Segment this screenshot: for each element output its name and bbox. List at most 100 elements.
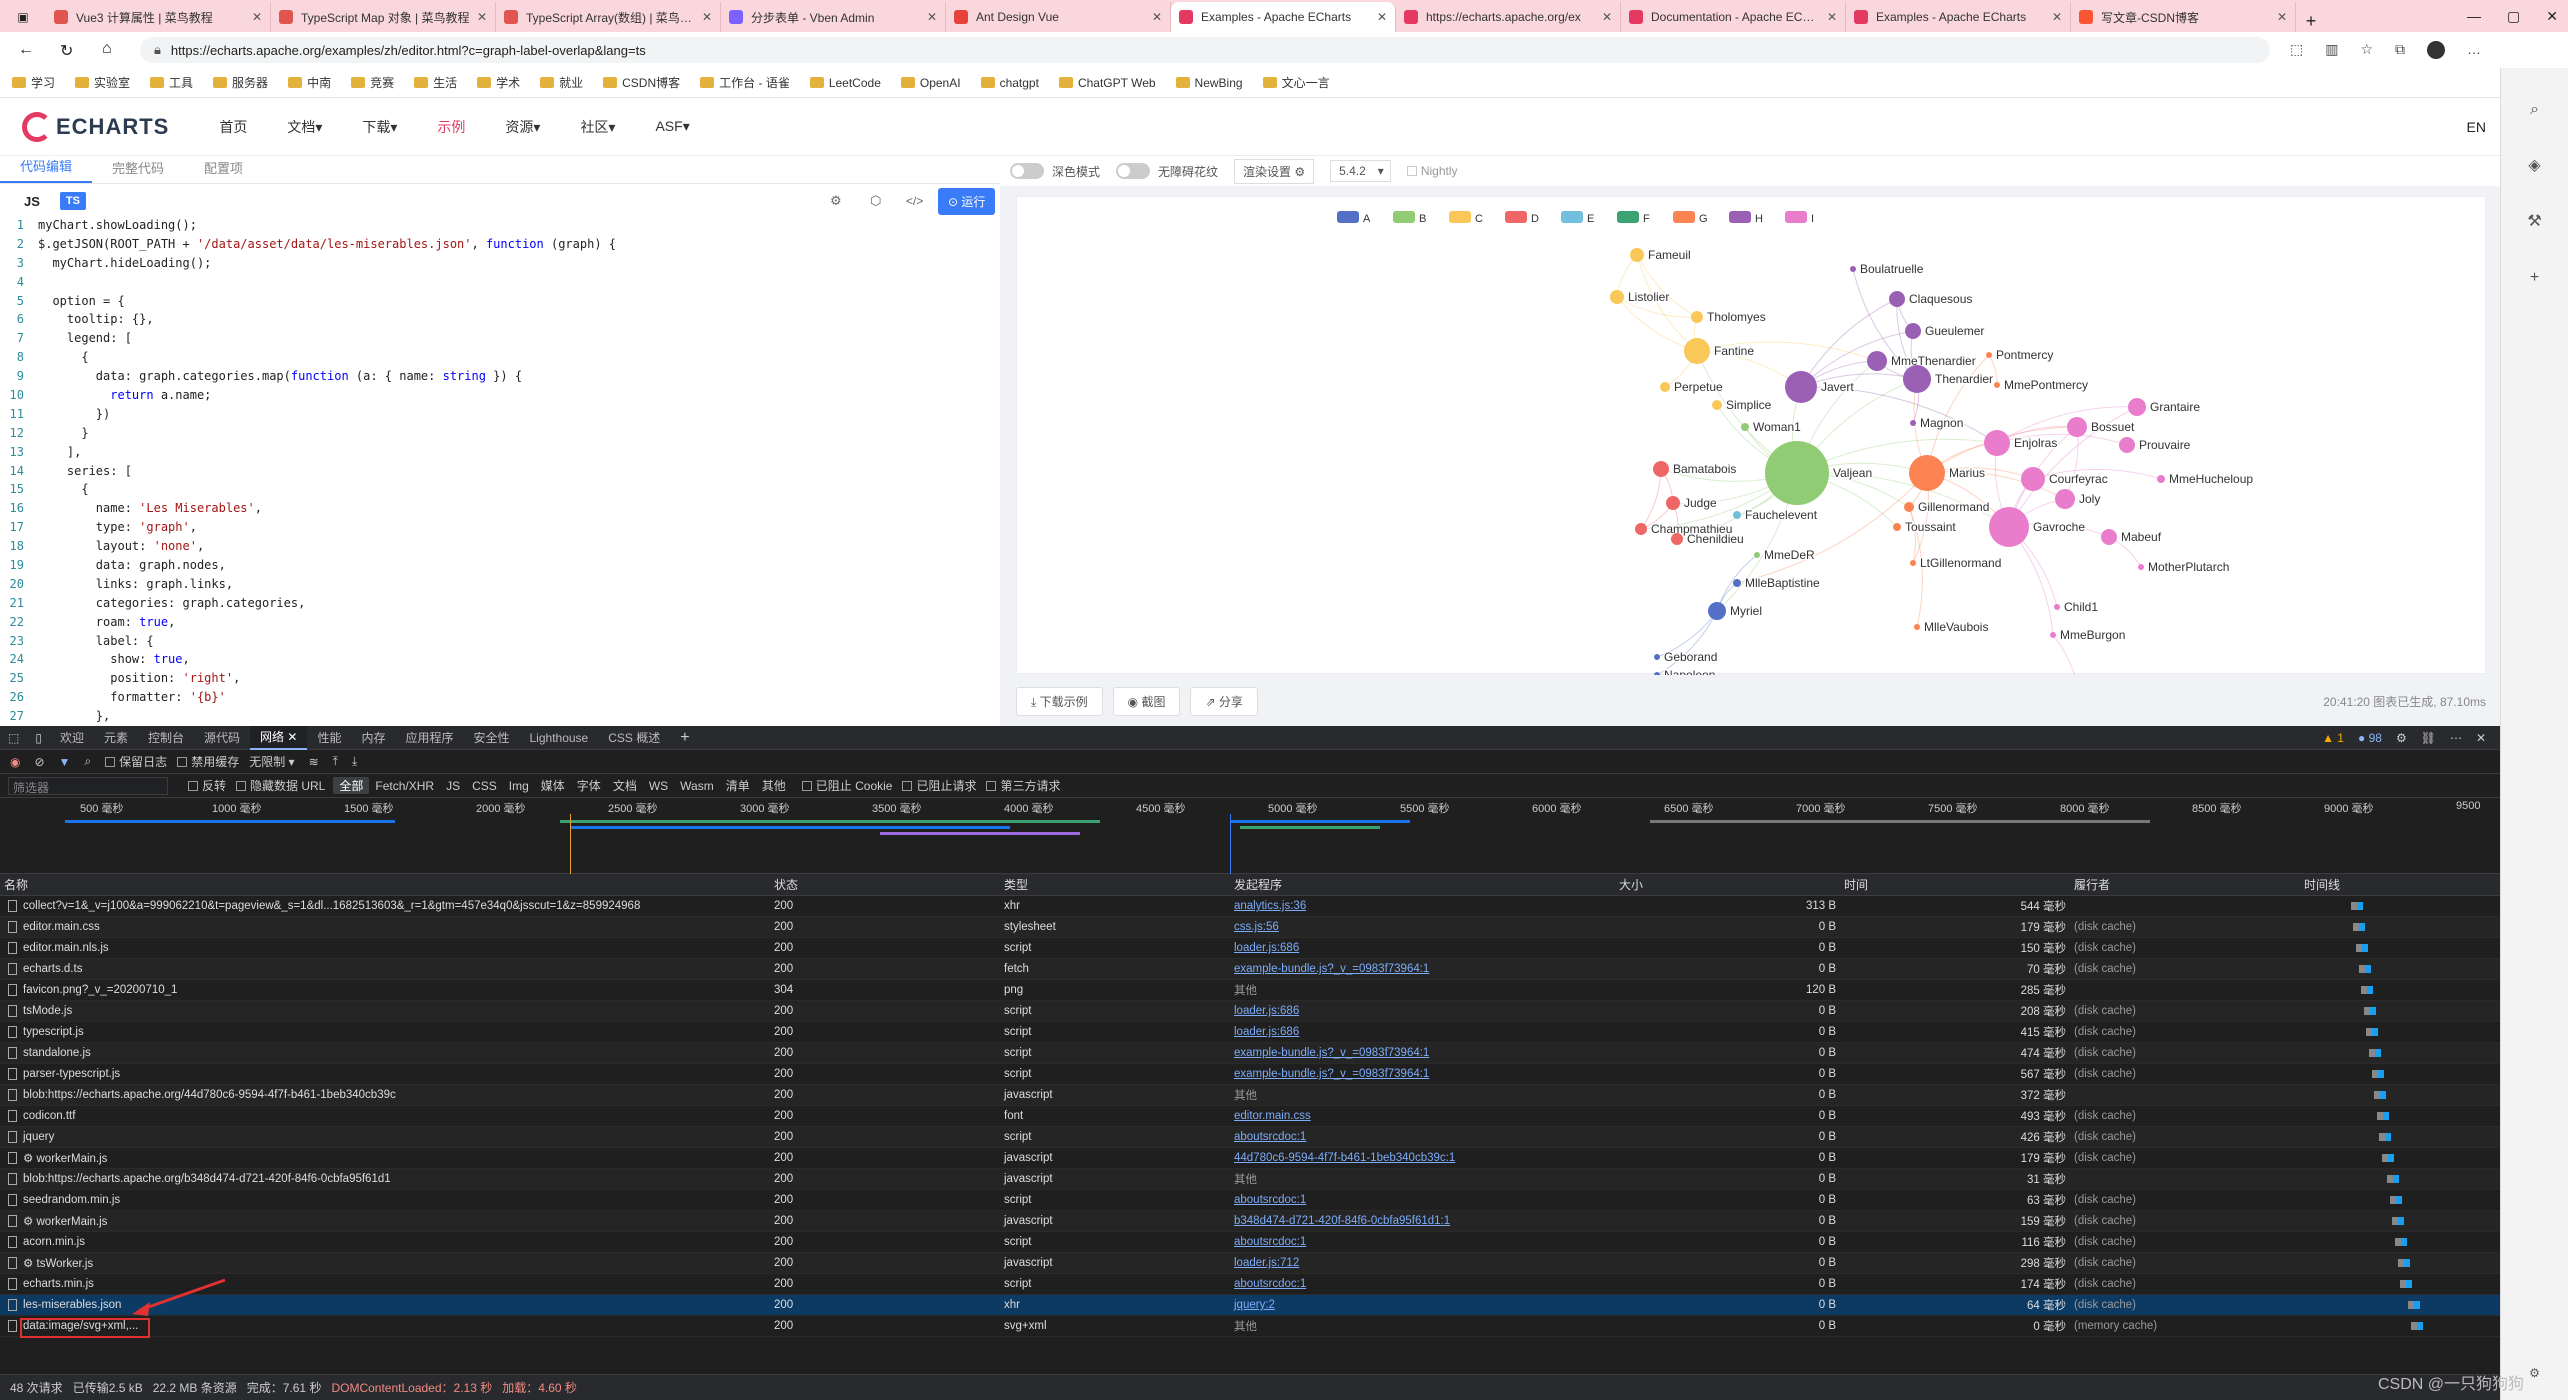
request-initiator[interactable]: aboutsrcdoc:1 bbox=[1234, 1131, 1307, 1143]
network-row[interactable]: ⚙ tsWorker.js 200 javascript loader.js:712 0… bbox=[0, 1253, 2500, 1274]
network-row[interactable]: favicon.png?_v_=20200710_1 304 png 其他 120 B 2… bbox=[0, 980, 2500, 1001]
graph-node[interactable] bbox=[2128, 398, 2146, 416]
network-row[interactable]: echarts.d.ts 200 fetch example-bundle.js?_v… bbox=[0, 959, 2500, 980]
lang-js-toggle[interactable]: JS bbox=[24, 193, 40, 209]
close-tab-icon[interactable]: ✕ bbox=[1826, 10, 1837, 24]
close-tab-icon[interactable]: ✕ bbox=[1601, 10, 1612, 24]
bookmark-item[interactable]: 中南 bbox=[288, 74, 331, 91]
tab-options[interactable]: 配置项 bbox=[204, 161, 244, 176]
column-header[interactable]: 名称 bbox=[4, 878, 29, 892]
graph-node[interactable] bbox=[1653, 461, 1669, 477]
graph-node[interactable] bbox=[1986, 352, 1992, 358]
more-menu-icon[interactable]: ⋯ bbox=[2449, 730, 2462, 745]
network-row[interactable]: data:image/svg+xml,... 200 svg+xml 其他 0 B 0 毫… bbox=[0, 1316, 2500, 1337]
format-icon[interactable]: ⚙ bbox=[830, 193, 842, 208]
network-row[interactable]: acorn.min.js 200 script aboutsrcdoc:1 0 B 116… bbox=[0, 1232, 2500, 1253]
bookmark-item[interactable]: 竞赛 bbox=[351, 74, 394, 91]
browser-tab[interactable]: 分步表单 - Vben Admin ✕ bbox=[721, 2, 946, 32]
graph-node[interactable] bbox=[1984, 430, 2010, 456]
browser-tab[interactable]: https://echarts.apache.org/ex ✕ bbox=[1396, 2, 1621, 32]
sidebar-shopping-icon[interactable]: ◈ bbox=[2528, 157, 2541, 174]
search-icon[interactable]: ⌕ bbox=[84, 754, 92, 768]
network-row[interactable]: tsMode.js 200 script loader.js:686 0 B 208 毫秒… bbox=[0, 1001, 2500, 1022]
language-switch[interactable]: EN bbox=[2466, 118, 2486, 135]
sidebar-settings-icon[interactable]: ⚙ bbox=[2529, 1366, 2540, 1380]
sidebar-tools-icon[interactable]: ⚒ bbox=[2527, 213, 2542, 230]
graph-node[interactable] bbox=[1635, 523, 1647, 535]
home-icon[interactable]: ⌂ bbox=[102, 40, 112, 57]
close-tab-icon[interactable]: ✕ bbox=[251, 10, 262, 24]
code-editor[interactable]: 1 myChart.showLoading(); 2 $.getJSON(ROOT_P… bbox=[0, 216, 990, 725]
graph-node[interactable] bbox=[2055, 489, 2075, 509]
graph-node[interactable] bbox=[1909, 455, 1945, 491]
network-row[interactable]: blob:https://echarts.apache.org/b348d474… bbox=[0, 1169, 2500, 1190]
legend-label[interactable]: E bbox=[1587, 213, 1594, 225]
graph-node[interactable] bbox=[2101, 529, 2117, 545]
invert-checkbox[interactable] bbox=[188, 780, 198, 791]
new-tab-icon[interactable]: + bbox=[2305, 11, 2317, 31]
graph-node[interactable] bbox=[1733, 511, 1741, 519]
graph-node[interactable] bbox=[2050, 632, 2056, 638]
download-example-button[interactable]: ⤓ 下载示例 bbox=[1016, 686, 1103, 716]
bookmark-item[interactable]: 文心一言 bbox=[1262, 74, 1330, 91]
request-initiator[interactable]: loader.js:712 bbox=[1234, 1257, 1300, 1269]
type-filter[interactable]: 文档 bbox=[612, 779, 637, 793]
inspect-icon[interactable]: ⬚ bbox=[8, 730, 20, 745]
graph-node[interactable] bbox=[1910, 560, 1916, 566]
graph-node[interactable] bbox=[1905, 323, 1921, 339]
graph-node[interactable] bbox=[1904, 502, 1914, 512]
third-party-checkbox[interactable] bbox=[986, 780, 997, 791]
hide-data-url-checkbox[interactable] bbox=[236, 780, 247, 791]
close-tab-icon[interactable]: ✕ bbox=[2276, 10, 2287, 24]
graph-node[interactable] bbox=[1610, 290, 1624, 304]
request-initiator[interactable]: example-bundle.js?_v_=0983f73964:1 bbox=[1234, 1068, 1430, 1080]
wifi-icon[interactable]: ≋ bbox=[308, 754, 319, 769]
legend-label[interactable]: D bbox=[1531, 213, 1539, 225]
network-row[interactable]: typescript.js 200 script loader.js:686 0 B 41… bbox=[0, 1022, 2500, 1043]
request-initiator[interactable]: aboutsrcdoc:1 bbox=[1234, 1278, 1307, 1290]
share-button[interactable]: ⇗ 分享 bbox=[1190, 686, 1258, 716]
type-filter[interactable]: Img bbox=[508, 778, 529, 793]
graph-node[interactable] bbox=[1733, 579, 1741, 587]
network-row[interactable]: collect?v=1&_v=j100&a=999062210&t=pagevi… bbox=[0, 896, 2500, 917]
dark-mode-toggle[interactable] bbox=[1010, 163, 1044, 179]
back-icon[interactable]: ← bbox=[18, 41, 34, 58]
graph-node[interactable] bbox=[1893, 523, 1901, 531]
network-row[interactable]: les-miserables.json 200 xhr jquery:2 0 B 64 毫… bbox=[0, 1295, 2500, 1316]
devtools-tab[interactable]: 源代码 bbox=[194, 729, 250, 746]
request-initiator[interactable]: analytics.js:36 bbox=[1234, 900, 1307, 912]
legend-swatch[interactable] bbox=[1617, 211, 1639, 223]
request-initiator[interactable]: example-bundle.js?_v_=0983f73964:1 bbox=[1234, 1047, 1430, 1059]
add-panel-icon[interactable]: + bbox=[680, 728, 690, 746]
echarts-logo[interactable]: ECHARTS bbox=[22, 111, 169, 142]
type-filter[interactable]: 字体 bbox=[576, 779, 601, 793]
graph-node[interactable] bbox=[2021, 467, 2045, 491]
graph-node[interactable] bbox=[1889, 291, 1905, 307]
graph-node[interactable] bbox=[1654, 672, 1660, 678]
type-filter[interactable]: 媒体 bbox=[540, 779, 565, 793]
graph-node[interactable] bbox=[1994, 382, 2000, 388]
extensions-icon[interactable]: ⬚ bbox=[2290, 41, 2304, 57]
url-field[interactable]: 🔒︎ https://echarts.apache.org/examples/z… bbox=[140, 37, 2270, 63]
bookmark-item[interactable]: ChatGPT Web bbox=[1058, 76, 1156, 90]
sidebar-add-icon[interactable]: + bbox=[2529, 269, 2540, 286]
request-initiator[interactable]: 44d780c6-9594-4f7f-b461-1beb340cb39c:1 bbox=[1234, 1152, 1456, 1164]
chart-panel[interactable]: A B C D E F G H I Fameuil Listolier Tholomyes Fantin… bbox=[1016, 196, 2486, 716]
graph-node[interactable] bbox=[1691, 311, 1703, 323]
bookmark-item[interactable]: 实验室 bbox=[75, 74, 130, 91]
devtools-tab[interactable]: 应用程序 bbox=[395, 729, 463, 746]
screenshot-button[interactable]: ◉ 截图 bbox=[1112, 686, 1181, 716]
graph-node[interactable] bbox=[2067, 417, 2087, 437]
close-tab-icon[interactable]: ✕ bbox=[1376, 10, 1387, 24]
devtools-tab[interactable]: 性能 bbox=[307, 729, 351, 746]
devtools-tab[interactable]: CSS 概述 bbox=[598, 729, 670, 746]
bookmark-item[interactable]: 就业 bbox=[540, 74, 583, 91]
close-tab-icon[interactable]: ✕ bbox=[1151, 10, 1162, 24]
type-filter[interactable]: JS bbox=[446, 778, 461, 793]
bookmark-item[interactable]: 服务器 bbox=[213, 74, 268, 91]
filter-icon[interactable]: ▼ bbox=[58, 754, 71, 769]
version-select[interactable]: 5.4.2 ▾ bbox=[1330, 160, 1391, 182]
legend-label[interactable]: A bbox=[1363, 213, 1371, 225]
close-tab-icon[interactable]: ✕ bbox=[287, 729, 298, 744]
graph-node[interactable] bbox=[1708, 602, 1726, 620]
